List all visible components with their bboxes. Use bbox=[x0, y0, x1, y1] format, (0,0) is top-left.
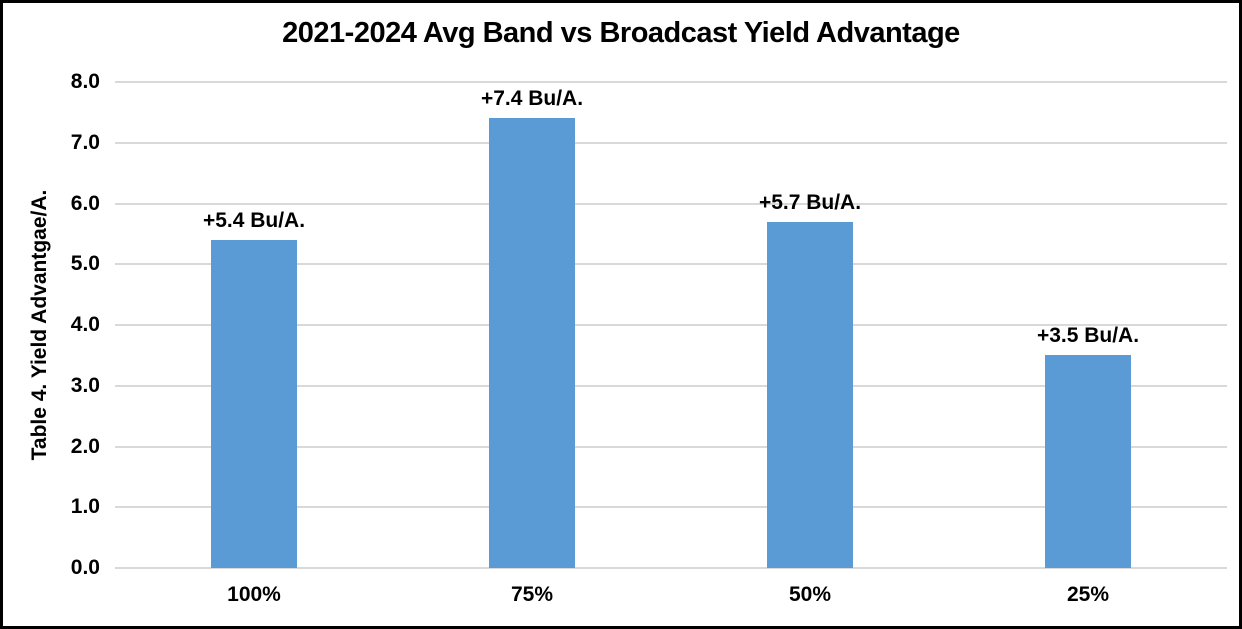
x-tick-label: 100% bbox=[227, 583, 281, 606]
x-tick-label: 25% bbox=[1066, 583, 1110, 606]
x-tick-label: 75% bbox=[510, 583, 554, 606]
bar bbox=[211, 239, 297, 568]
gridline bbox=[115, 506, 1227, 509]
y-tick-label: 8.0 bbox=[70, 70, 100, 93]
plot-area: +5.4 Bu/A. +7.4 Bu/A. +5.7 Bu/A. +3.5 Bu/A. bbox=[115, 81, 1227, 569]
x-tick-label: 50% bbox=[788, 583, 832, 606]
bar bbox=[767, 221, 853, 568]
y-tick-label: 1.0 bbox=[70, 495, 100, 519]
y-tick-label: 5.0 bbox=[70, 252, 100, 276]
bar bbox=[1045, 355, 1131, 568]
bar-value-label: +7.4 Bu/A. bbox=[480, 87, 584, 111]
y-tick-label: 6.0 bbox=[70, 191, 100, 215]
gridline bbox=[115, 141, 1227, 144]
bar-value-label: +5.4 Bu/A. bbox=[202, 208, 306, 232]
gridline bbox=[115, 324, 1227, 326]
x-axis-tick-labels: 100% 75% 50% 25% bbox=[115, 583, 1227, 613]
gridline bbox=[115, 384, 1227, 387]
bar bbox=[489, 118, 575, 568]
chart-title: 2021-2024 Avg Band vs Broadcast Yield Ad… bbox=[282, 17, 960, 49]
bar-value-label: +5.7 Bu/A. bbox=[758, 190, 862, 214]
y-axis-tick-labels: 0.0 1.0 2.0 3.0 4.0 5.0 6.0 7.0 8.0 bbox=[3, 70, 100, 579]
gridline bbox=[115, 567, 1227, 569]
gridline bbox=[115, 202, 1227, 205]
gridline bbox=[115, 81, 1227, 83]
gridline bbox=[115, 263, 1227, 266]
y-tick-label: 4.0 bbox=[70, 313, 100, 336]
gridline bbox=[115, 445, 1227, 448]
bar-value-label: +3.5 Bu/A. bbox=[1036, 324, 1140, 348]
y-tick-label: 0.0 bbox=[70, 556, 100, 579]
y-tick-label: 2.0 bbox=[70, 434, 100, 458]
y-tick-label: 3.0 bbox=[70, 373, 100, 397]
y-tick-label: 7.0 bbox=[70, 130, 100, 154]
